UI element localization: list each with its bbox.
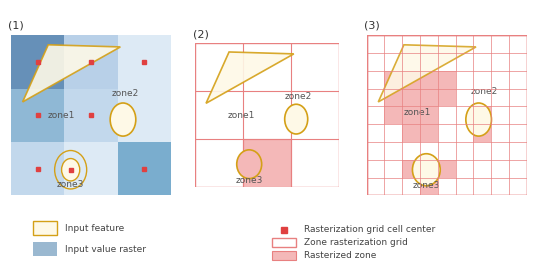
Bar xyxy=(64,35,118,89)
Bar xyxy=(402,71,420,89)
Polygon shape xyxy=(23,45,121,102)
Text: zone3: zone3 xyxy=(57,180,84,189)
Bar xyxy=(438,89,456,106)
Text: zone2: zone2 xyxy=(285,92,312,101)
Bar xyxy=(11,142,64,195)
Bar xyxy=(33,221,57,236)
Text: zone1: zone1 xyxy=(48,111,75,120)
Bar xyxy=(402,106,420,124)
Polygon shape xyxy=(206,52,294,103)
Text: Zone rasterization grid: Zone rasterization grid xyxy=(304,238,408,247)
Bar xyxy=(11,89,64,142)
Bar xyxy=(118,35,171,89)
Text: zone3: zone3 xyxy=(236,176,263,184)
Text: (3): (3) xyxy=(364,21,380,31)
Text: (1): (1) xyxy=(8,21,24,31)
Text: zone3: zone3 xyxy=(413,181,440,190)
Bar xyxy=(402,89,420,106)
Bar xyxy=(473,124,491,142)
Text: Input value raster: Input value raster xyxy=(65,245,146,254)
Ellipse shape xyxy=(110,103,136,136)
Bar xyxy=(384,89,402,106)
Bar xyxy=(420,71,438,89)
Bar xyxy=(11,35,64,89)
Bar xyxy=(420,106,438,124)
Polygon shape xyxy=(378,45,476,102)
Bar xyxy=(272,251,296,260)
Bar xyxy=(64,142,118,195)
Bar xyxy=(402,160,420,178)
Text: zone1: zone1 xyxy=(403,108,431,117)
Bar xyxy=(402,124,420,142)
Bar xyxy=(438,160,456,178)
Bar xyxy=(118,142,171,195)
Bar xyxy=(118,89,171,142)
Bar xyxy=(420,89,438,106)
Bar xyxy=(438,71,456,89)
Ellipse shape xyxy=(413,154,440,186)
Ellipse shape xyxy=(285,104,308,134)
Text: (2): (2) xyxy=(193,30,209,40)
Text: zone2: zone2 xyxy=(470,87,497,96)
Text: Rasterization grid cell center: Rasterization grid cell center xyxy=(304,225,435,234)
Bar xyxy=(473,106,491,124)
Bar xyxy=(272,238,296,247)
Bar xyxy=(420,124,438,142)
Bar xyxy=(384,106,402,124)
Bar xyxy=(33,242,57,256)
Text: zone1: zone1 xyxy=(228,111,255,120)
Bar xyxy=(243,139,292,187)
Bar xyxy=(64,89,118,142)
Bar xyxy=(420,160,438,178)
Ellipse shape xyxy=(466,103,491,136)
Ellipse shape xyxy=(237,150,262,179)
Bar xyxy=(384,71,402,89)
Text: Rasterized zone: Rasterized zone xyxy=(304,251,376,260)
Text: Input feature: Input feature xyxy=(65,223,124,233)
Bar xyxy=(420,178,438,195)
Ellipse shape xyxy=(61,159,80,181)
Text: zone2: zone2 xyxy=(112,89,140,99)
